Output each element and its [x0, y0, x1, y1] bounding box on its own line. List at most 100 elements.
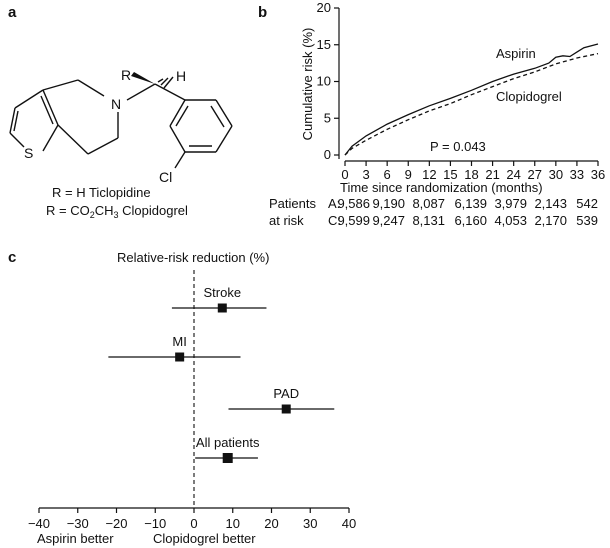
risk-table-cell: 2,143 [534, 196, 567, 211]
chlorine-label: Cl [159, 169, 172, 185]
x-tick-label: 12 [422, 167, 436, 182]
wedge-bond [131, 72, 155, 84]
bond [215, 99, 233, 127]
x-tick-label: 21 [485, 167, 499, 182]
ticlopidine-legend: R = H Ticlopidine [52, 185, 151, 200]
bond [210, 105, 225, 128]
risk-table-header-line2: at risk [269, 213, 304, 228]
forest-row-label: All patients [196, 435, 260, 450]
bond [42, 124, 59, 152]
forest-x-tick-label: −10 [144, 516, 166, 531]
y-tick-label: 5 [324, 110, 331, 125]
risk-table-cell: 9,190 [372, 196, 405, 211]
clopidogrel-better-label: Clopidogrel better [153, 531, 256, 546]
x-tick-label: 30 [549, 167, 563, 182]
bond [215, 125, 233, 153]
x-tick-label: 27 [528, 167, 542, 182]
x-tick-label: 6 [384, 167, 391, 182]
y-tick-label: 0 [324, 147, 331, 162]
y-axis-title: Cumulative risk (%) [300, 28, 315, 141]
bond [169, 99, 186, 127]
bond [9, 132, 25, 148]
risk-table-cell: 9,599 [337, 213, 370, 228]
forest-row-label: PAD [273, 386, 299, 401]
risk-table-header-line1: Patients [269, 196, 316, 211]
x-tick-label: 24 [506, 167, 520, 182]
bond [160, 77, 169, 86]
x-tick-label: 18 [464, 167, 478, 182]
risk-table-cell: 539 [576, 213, 598, 228]
risk-table-cell: 542 [576, 196, 598, 211]
bond [14, 89, 44, 109]
point-estimate-marker [175, 352, 185, 362]
risk-table-cell: 2,170 [534, 213, 567, 228]
sulfur-label: S [24, 145, 33, 161]
forest-row-label: MI [172, 334, 186, 349]
series-line-clopidogrel [344, 52, 599, 156]
forest-x-tick-label: 40 [342, 516, 356, 531]
clopidogrel-legend: R = CO2CH3 Clopidogrel [46, 203, 188, 220]
series-line-aspirin [344, 43, 599, 156]
point-estimate-marker [222, 453, 233, 463]
nitrogen-label: N [111, 96, 121, 112]
y-tick-label: 15 [317, 37, 331, 52]
x-tick-label: 15 [443, 167, 457, 182]
bond [174, 151, 186, 169]
x-tick-label: 0 [341, 167, 348, 182]
r-group-label: R [121, 67, 131, 83]
panel-label-b: b [258, 4, 267, 21]
bond [175, 105, 189, 127]
risk-table-row-label: C: [328, 213, 341, 228]
risk-table-cell: 3,979 [494, 196, 527, 211]
forest-title: Relative-risk reduction (%) [117, 250, 269, 265]
bond [57, 124, 89, 155]
bond [42, 89, 59, 126]
bond [40, 95, 54, 125]
bond [9, 107, 16, 134]
series-label-clopidogrel: Clopidogrel [496, 89, 562, 104]
forest-x-tick-label: 0 [190, 516, 197, 531]
p-value-annotation: P = 0.043 [430, 139, 486, 154]
bond [157, 78, 164, 83]
aspirin-better-label: Aspirin better [37, 531, 114, 546]
bond [87, 137, 119, 155]
x-tick-label: 3 [362, 167, 369, 182]
bond [163, 76, 174, 89]
x-tick-label: 33 [570, 167, 584, 182]
bond [169, 125, 186, 153]
y-tick-label: 10 [317, 74, 331, 89]
risk-table-cell: 4,053 [494, 213, 527, 228]
risk-table-row-label: A: [328, 196, 340, 211]
panel-label-a: a [8, 4, 17, 21]
bond [13, 110, 19, 132]
forest-plot: −40 −30 −20 −10 0 10 20 30 40 Stroke MI PAD All pati… [28, 270, 356, 531]
forest-x-tick-label: 30 [303, 516, 317, 531]
x-tick-label: 36 [591, 167, 605, 182]
panel-label-c: c [8, 249, 16, 266]
x-tick-label: 9 [405, 167, 412, 182]
risk-table-cell: 6,139 [454, 196, 487, 211]
hydrogen-label: H [176, 68, 186, 84]
bond [42, 79, 79, 91]
risk-table: A:9,586 9,190 8,087 6,139 3,979 2,143 542 C:9,5… [328, 196, 598, 228]
molecule-structure [9, 76, 233, 169]
forest-x-tick-label: −40 [28, 516, 50, 531]
bond [154, 83, 186, 101]
point-estimate-marker [281, 404, 291, 414]
risk-table-cell: 8,087 [412, 196, 445, 211]
point-estimate-marker [217, 303, 227, 313]
forest-row-label: Stroke [203, 285, 241, 300]
forest-x-tick-label: 20 [264, 516, 278, 531]
x-axis-title: Time since randomization (months) [340, 180, 543, 195]
forest-x-tick-label: −20 [105, 516, 127, 531]
risk-table-cell: 9,247 [372, 213, 405, 228]
risk-table-cell: 9,586 [337, 196, 370, 211]
bond [77, 79, 105, 97]
forest-x-tick-label: 10 [226, 516, 240, 531]
forest-x-tick-label: −30 [67, 516, 89, 531]
bond [126, 83, 156, 101]
risk-table-cell: 6,160 [454, 213, 487, 228]
y-tick-label: 20 [317, 0, 331, 15]
